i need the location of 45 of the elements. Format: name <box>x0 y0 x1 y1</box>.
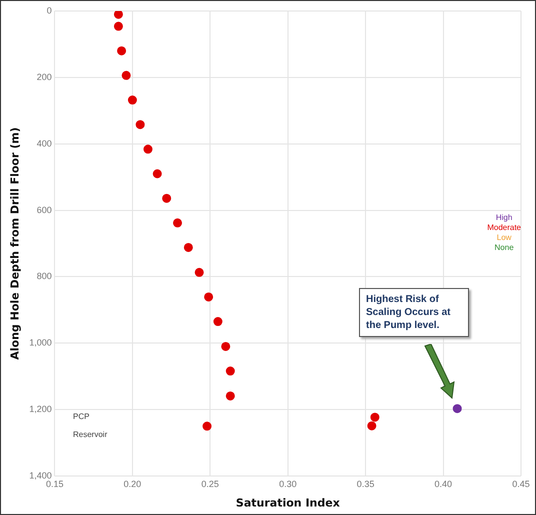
x-tick-label: 0.15 <box>46 478 64 489</box>
y-tick-label: 800 <box>36 271 52 282</box>
x-tick-label: 0.30 <box>279 478 297 489</box>
y-tick-label: 0 <box>46 5 52 16</box>
point <box>122 70 131 80</box>
point <box>128 96 137 105</box>
text: High <box>494 213 514 223</box>
y-axis-title: Along Hole Depth from Drill Floor (m) <box>8 127 22 360</box>
annotation: PCP <box>73 411 90 423</box>
point <box>226 391 235 400</box>
point <box>114 11 123 19</box>
legend-label: None <box>494 243 515 253</box>
x-tick-label: 0.45 <box>512 478 530 489</box>
point <box>194 268 204 277</box>
point <box>226 366 235 376</box>
point <box>221 342 230 351</box>
x-tick-label: 0.25 <box>201 478 219 489</box>
y-tick-label: 400 <box>36 138 52 148</box>
point <box>367 421 376 430</box>
y-tick-label: 200 <box>36 72 52 82</box>
point <box>114 22 123 31</box>
point <box>452 404 462 414</box>
point <box>136 120 145 130</box>
point <box>213 317 222 326</box>
point <box>152 169 162 178</box>
point <box>202 422 212 431</box>
y-tick-label: 1,200 <box>29 404 52 414</box>
x-tick-label: 0.35 <box>356 478 374 489</box>
x-axis-title: Saturation Index <box>236 496 340 510</box>
y-tick-label: 1,000 <box>29 338 52 348</box>
x-tick-label: 0.40 <box>434 478 452 489</box>
legend-label: Low <box>496 233 512 243</box>
point <box>143 144 152 154</box>
point <box>184 242 193 252</box>
point <box>117 46 126 56</box>
point <box>162 194 172 203</box>
annotation: Highest Risk of Scaling Occurs at the Pump level. <box>359 288 469 337</box>
y-tick-label: 1,400 <box>29 470 52 480</box>
point <box>173 218 182 228</box>
text: Moderate <box>487 223 521 233</box>
point <box>204 292 214 302</box>
x-tick-label: 0.20 <box>124 478 142 489</box>
annotation: Reservoir <box>73 429 108 441</box>
y-tick-label: 600 <box>36 204 52 215</box>
point <box>370 412 380 422</box>
